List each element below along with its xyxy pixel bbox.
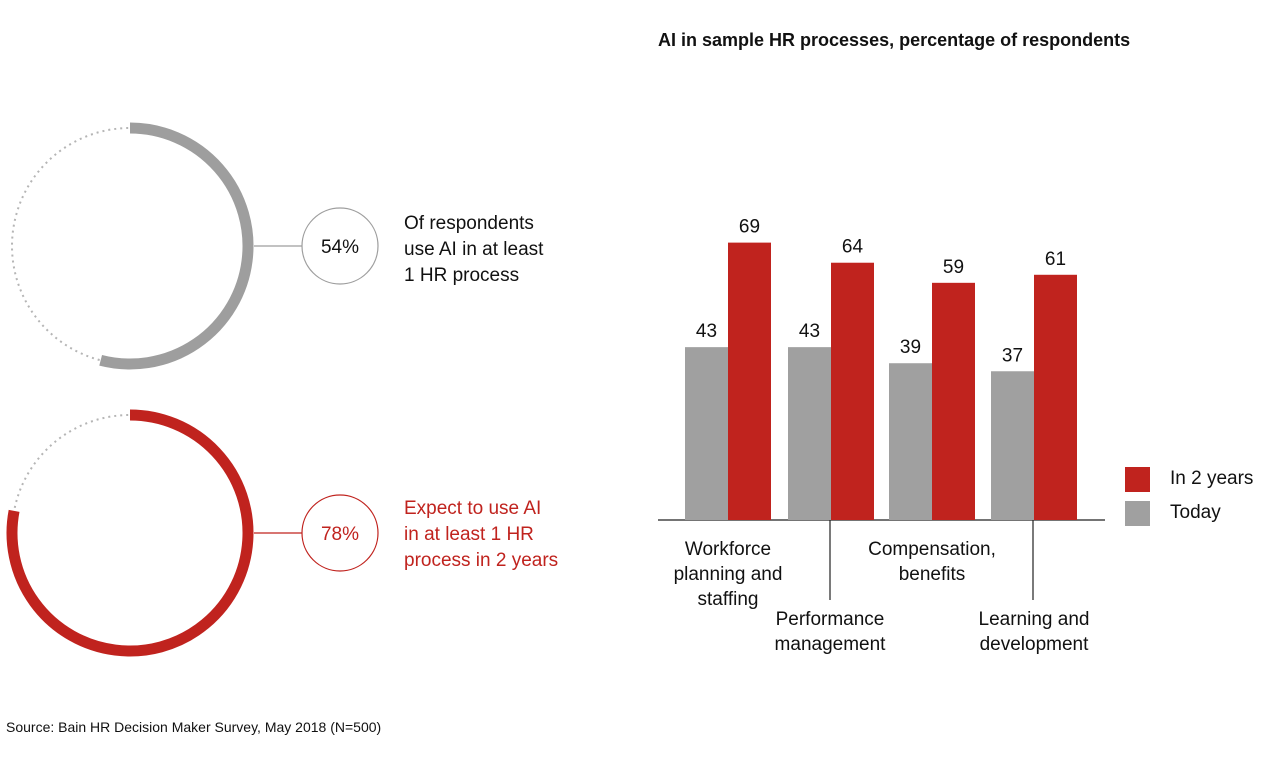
ring-indicator: 78%: [6, 409, 379, 657]
category-label-line: Compensation,: [868, 539, 996, 560]
bar-today: [788, 347, 831, 520]
stat-line: use AI in at least: [404, 239, 544, 260]
source-note: Source: Bain HR Decision Maker Survey, M…: [6, 719, 382, 735]
bar-in-2-years: [1034, 274, 1077, 520]
stat-description-future: Expect to use AI in at least 1 HR proces…: [404, 496, 624, 574]
data-label: 59: [943, 257, 964, 278]
data-label: 37: [1002, 345, 1023, 366]
category-label-workforce: Workforce planning and staffing: [668, 537, 788, 612]
chart-title: AI in sample HR processes, percentage of…: [658, 30, 1131, 50]
stat-line: Of respondents: [404, 213, 534, 234]
legend-item-in-2-years: In 2 years: [1125, 462, 1253, 496]
ring-value-label: 54%: [321, 237, 359, 258]
stat-line: 1 HR process: [404, 265, 520, 286]
ring-progress-arc: [6, 409, 254, 657]
ring-indicators: 54% 78%: [6, 122, 379, 657]
ring-value-label: 78%: [321, 524, 359, 545]
ring-indicator: 54%: [11, 122, 379, 370]
bar-in-2-years: [932, 282, 975, 520]
ring-progress-arc: [99, 122, 254, 370]
data-label: 64: [842, 237, 864, 258]
bar-today: [685, 347, 728, 520]
bar-today: [991, 371, 1034, 520]
data-label: 61: [1045, 249, 1066, 270]
bar-chart: 43 69 43 64 39 59 37 61: [658, 217, 1105, 600]
stat-line: process in 2 years: [404, 550, 559, 571]
category-label-line: staffing: [697, 589, 759, 610]
value-circle: [301, 494, 379, 572]
bar-in-2-years: [728, 242, 771, 520]
data-label: 43: [696, 321, 717, 342]
legend-label: In 2 years: [1170, 468, 1254, 489]
category-label-line: benefits: [898, 564, 966, 585]
bar-in-2-years: [831, 262, 874, 520]
legend-swatch: [1125, 466, 1150, 492]
stat-line: Expect to use AI: [404, 498, 542, 519]
category-label-performance: Performance management: [762, 607, 898, 657]
category-label-learning: Learning and development: [966, 607, 1102, 657]
category-label-line: Performance: [775, 609, 885, 630]
bar-today: [889, 363, 932, 520]
legend-swatch: [1125, 500, 1150, 526]
data-label: 43: [799, 321, 820, 342]
legend-label: Today: [1170, 502, 1221, 523]
category-label-compensation: Compensation, benefits: [857, 537, 1007, 587]
category-label-line: planning and: [673, 564, 783, 585]
category-label-line: development: [979, 634, 1089, 655]
category-label-line: Workforce: [684, 539, 772, 560]
stat-line: in at least 1 HR: [404, 524, 534, 545]
legend-item-today: Today: [1125, 496, 1253, 530]
data-label: 69: [739, 217, 760, 238]
stat-description-today: Of respondents use AI in at least 1 HR p…: [404, 211, 624, 289]
category-label-line: management: [774, 634, 886, 655]
category-label-line: Learning and: [978, 609, 1090, 630]
legend: In 2 years Today: [1125, 462, 1253, 530]
data-label: 39: [900, 337, 921, 358]
value-circle: [301, 207, 379, 285]
